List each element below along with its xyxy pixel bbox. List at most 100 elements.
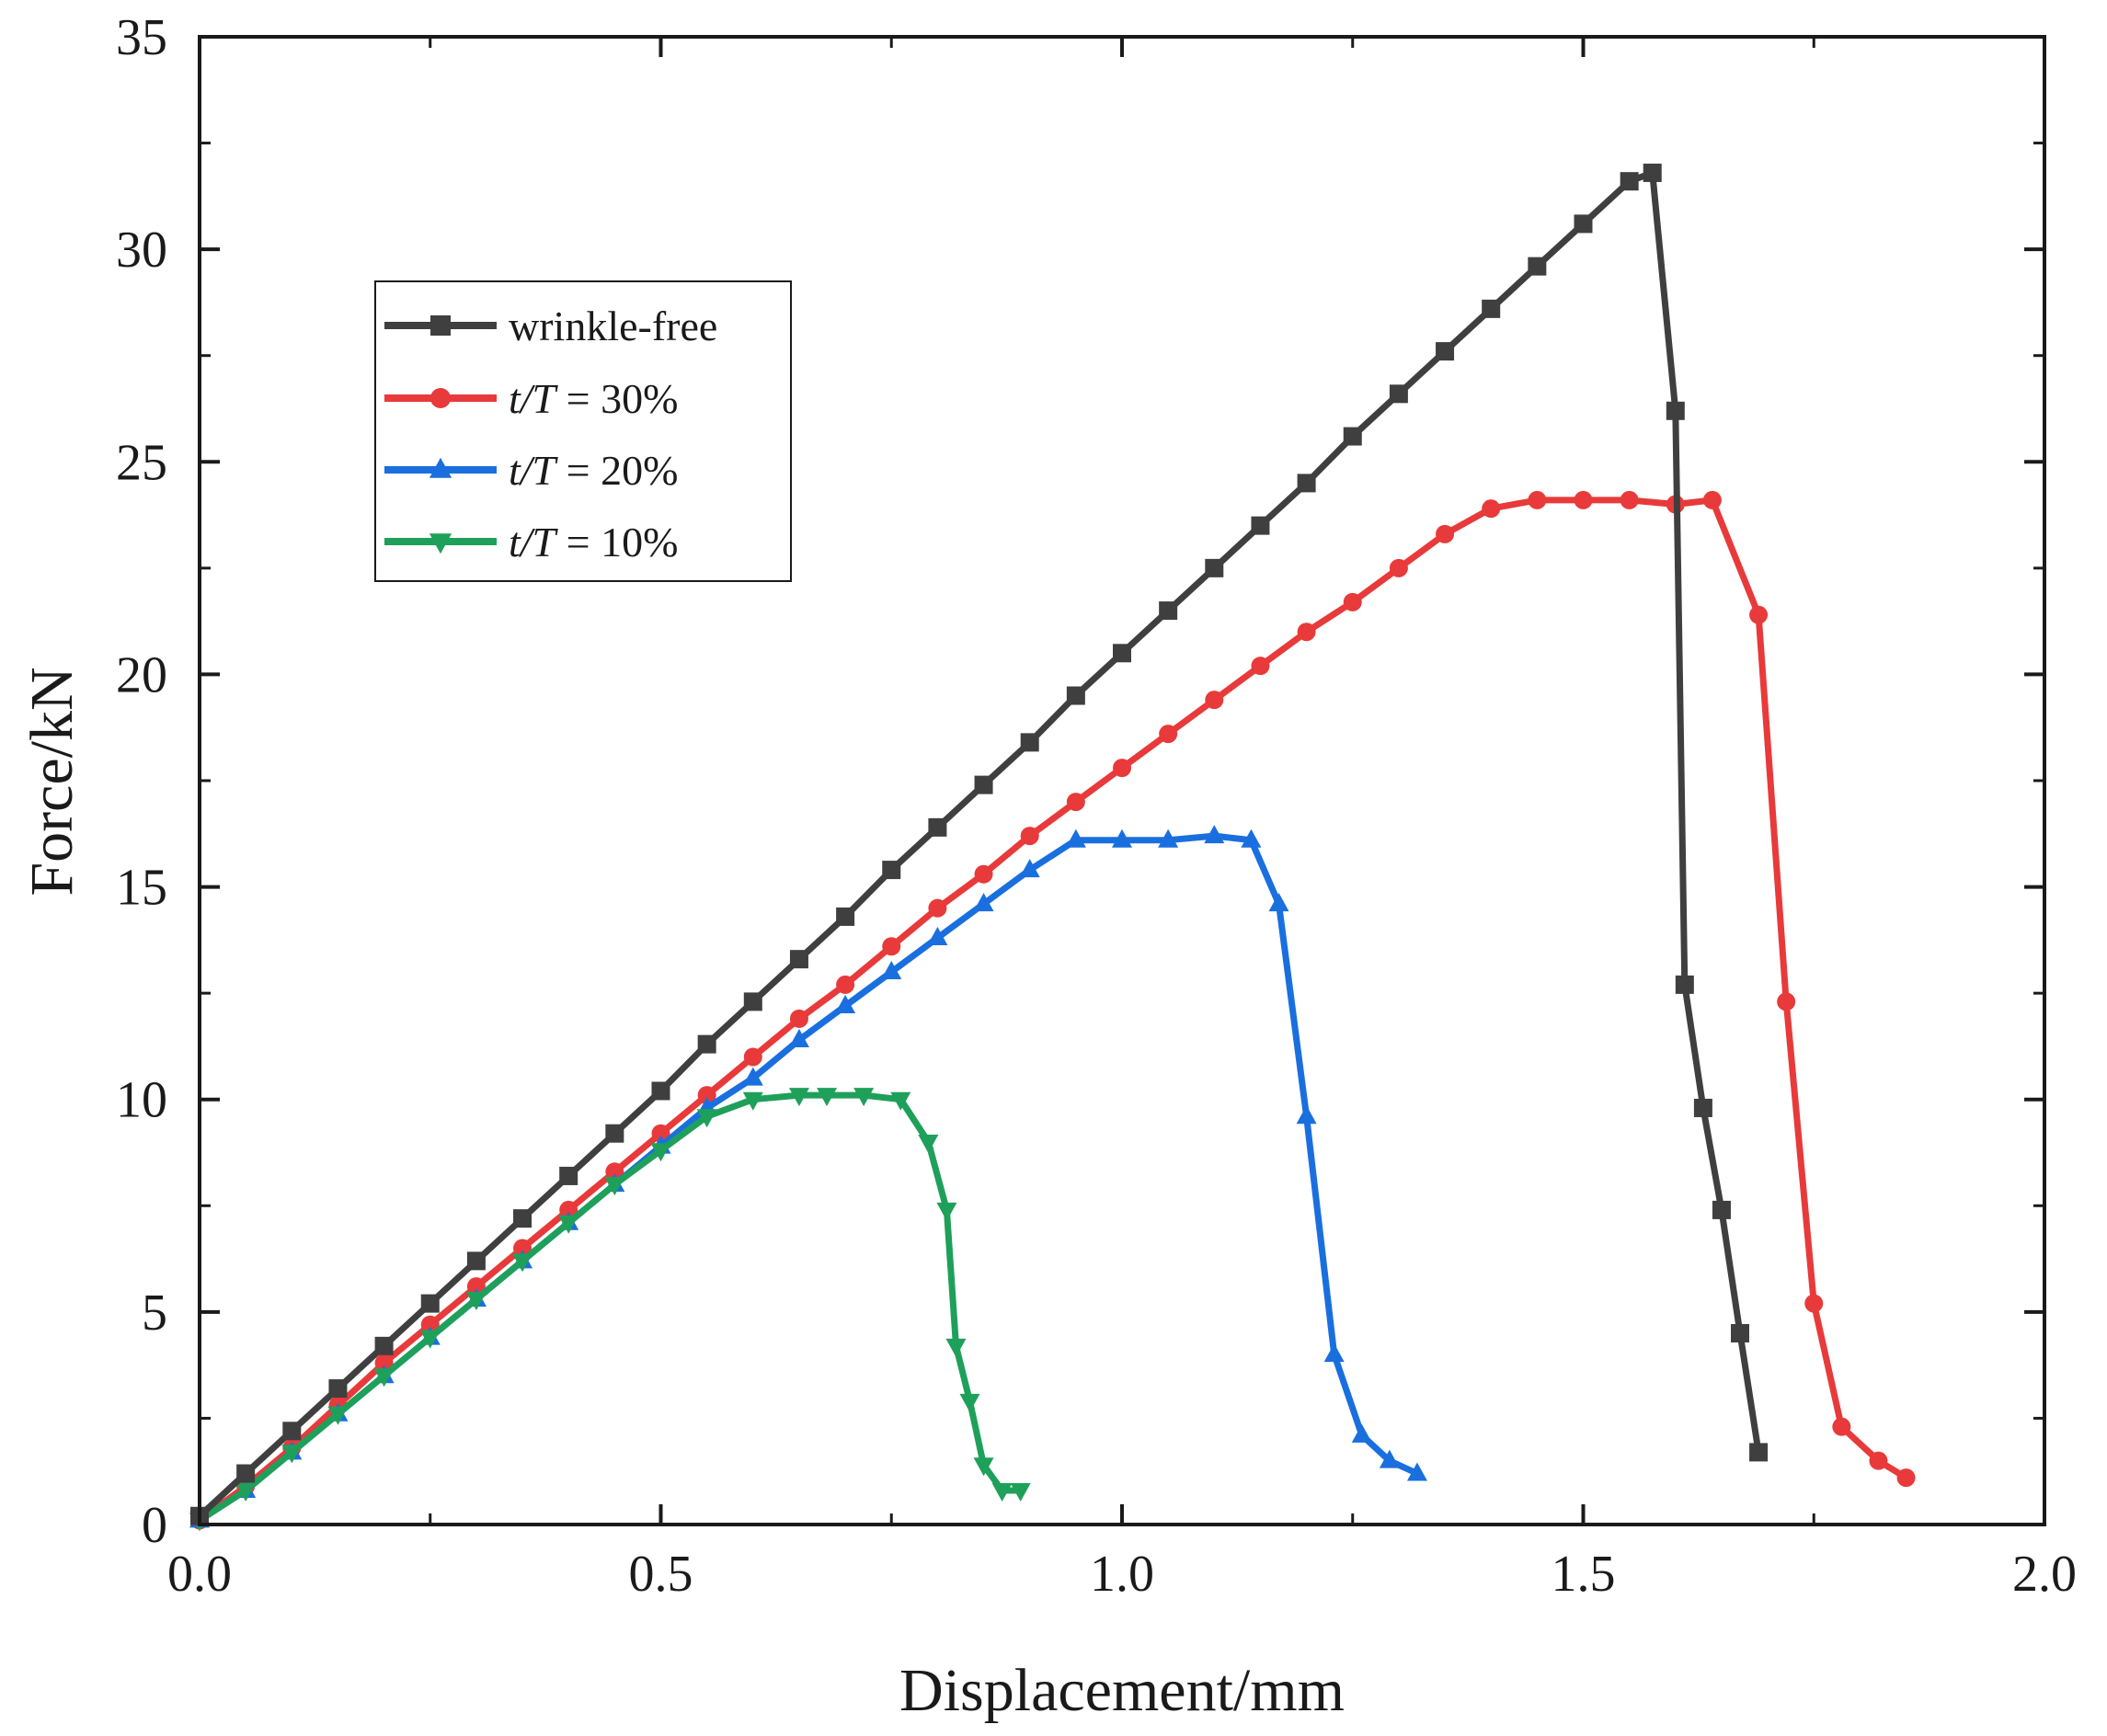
x-tick-label: 1.0: [1090, 1546, 1154, 1603]
data-point: [928, 817, 947, 837]
data-point: [1205, 558, 1224, 577]
data-point: [1749, 605, 1769, 624]
data-point: [882, 937, 901, 956]
y-tick-label: 10: [116, 1072, 167, 1129]
y-tick-label: 0: [142, 1497, 167, 1554]
data-point: [1241, 828, 1262, 848]
data-point: [512, 1253, 533, 1273]
data-point: [1379, 1449, 1400, 1468]
data-point: [789, 950, 808, 969]
data-point: [1528, 257, 1547, 276]
data-point: [650, 1143, 671, 1162]
data-point: [697, 1086, 716, 1105]
data-point: [1574, 490, 1593, 509]
data-point: [1675, 975, 1694, 994]
data-point: [374, 1336, 394, 1355]
legend-swatch-marker: [429, 533, 452, 554]
data-point: [513, 1239, 532, 1258]
data-point: [1389, 558, 1408, 577]
data-point: [236, 1464, 256, 1483]
data-point: [1832, 1417, 1851, 1436]
y-tick-label: 30: [116, 222, 167, 279]
data-point: [1666, 401, 1685, 420]
data-point: [1436, 342, 1455, 361]
data-point: [696, 1109, 717, 1128]
data-point: [1020, 733, 1039, 752]
data-point: [1205, 691, 1224, 710]
data-point: [1010, 1483, 1031, 1502]
data-point: [1620, 490, 1639, 509]
data-point: [945, 1338, 967, 1357]
data-point: [1251, 657, 1270, 676]
legend-swatch-marker: [429, 457, 452, 478]
data-point: [559, 1200, 578, 1219]
data-point: [974, 864, 993, 884]
data-point: [788, 1028, 809, 1047]
legend-swatch-marker: [430, 388, 451, 408]
data-point: [651, 1124, 670, 1143]
data-point: [973, 893, 994, 912]
data-point: [817, 1088, 838, 1107]
legend-label-italic: t/T: [509, 519, 559, 565]
data-point: [788, 1088, 809, 1107]
data-point: [743, 992, 762, 1011]
data-point: [1268, 893, 1289, 912]
data-point: [1020, 827, 1039, 846]
x-tick-label: 0.5: [629, 1546, 693, 1603]
legend-label-italic: t/T: [509, 375, 559, 422]
data-point: [1574, 214, 1593, 234]
data-point: [1296, 1105, 1317, 1125]
data-point: [1528, 490, 1547, 509]
data-point: [1113, 759, 1131, 778]
data-point: [918, 1134, 939, 1153]
data-point: [1158, 828, 1179, 848]
legend-label-text: = 10%: [555, 519, 678, 565]
data-point: [991, 1483, 1013, 1502]
data-point: [1389, 384, 1408, 404]
data-point: [419, 1330, 441, 1349]
data-point: [1066, 793, 1085, 812]
data-point: [789, 1009, 808, 1028]
data-point: [1297, 474, 1316, 493]
data-point: [1343, 427, 1362, 446]
data-point: [936, 1202, 957, 1221]
legend-label: t/T = 30%: [509, 375, 678, 422]
legend-label: t/T = 10%: [509, 519, 678, 565]
legend-label-italic: t/T: [509, 447, 559, 494]
data-point: [1804, 1294, 1824, 1313]
data-point: [835, 995, 856, 1014]
x-tick-label: 0.0: [167, 1546, 232, 1603]
x-tick-label: 1.5: [1552, 1546, 1616, 1603]
data-point: [605, 1124, 624, 1143]
data-point: [1896, 1468, 1916, 1488]
data-point: [604, 1177, 625, 1196]
data-point: [327, 1406, 349, 1425]
data-point: [882, 861, 901, 880]
data-point: [928, 898, 947, 918]
series-line: [197, 497, 1908, 1524]
data-point: [1019, 859, 1040, 878]
data-point: [1065, 828, 1086, 848]
data-point: [605, 1162, 624, 1182]
data-point: [959, 1393, 980, 1412]
data-point: [853, 1088, 875, 1107]
data-point: [1712, 1200, 1731, 1219]
data-point: [420, 1315, 440, 1334]
y-tick-label: 25: [116, 434, 167, 491]
data-point: [328, 1379, 348, 1399]
data-point: [927, 927, 948, 946]
legend-label-text: = 20%: [555, 447, 678, 494]
data-point: [559, 1166, 578, 1185]
data-point: [1693, 1098, 1712, 1117]
data-point: [1251, 516, 1270, 535]
data-point: [697, 1034, 716, 1054]
data-point: [513, 1209, 532, 1228]
x-tick-label: 2.0: [2012, 1546, 2077, 1603]
y-tick-label: 5: [142, 1285, 167, 1342]
data-point: [1482, 299, 1501, 318]
series-layer: [189, 163, 1916, 1532]
data-point: [881, 961, 902, 980]
data-point: [420, 1294, 440, 1313]
